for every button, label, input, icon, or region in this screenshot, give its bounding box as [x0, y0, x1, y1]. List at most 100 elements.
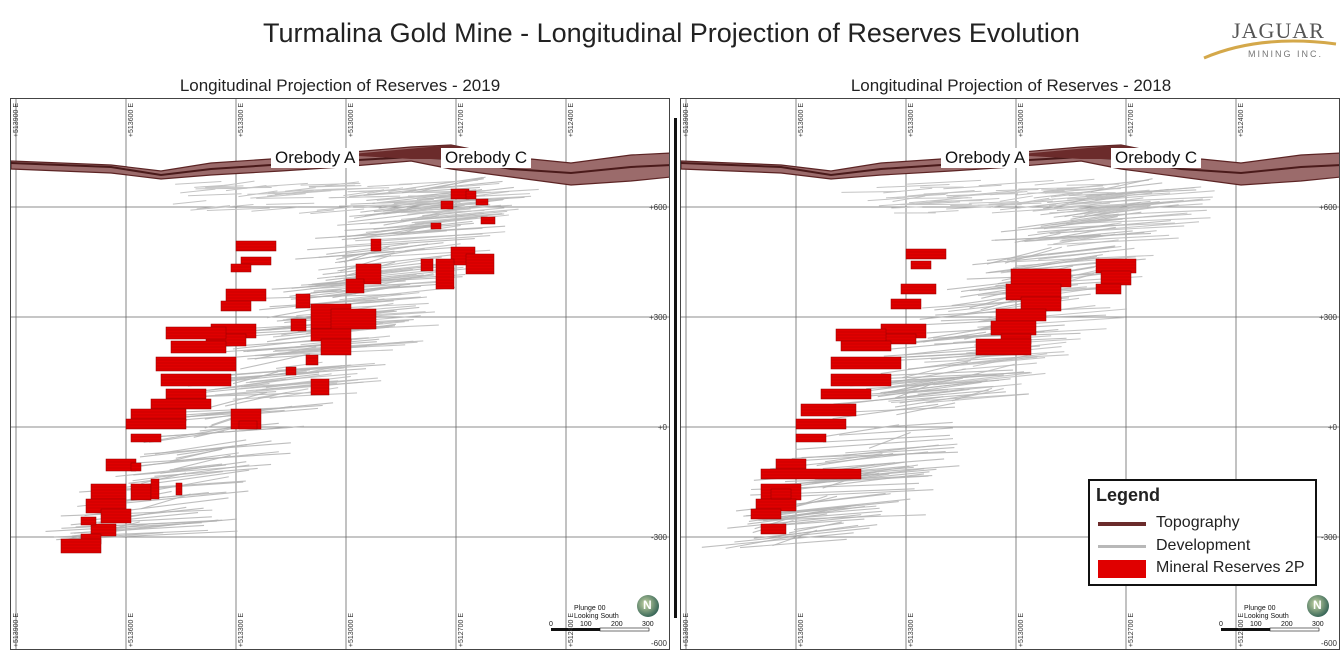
development-line [917, 383, 1022, 395]
development-line [795, 438, 954, 450]
development-line [1027, 192, 1086, 194]
reserve-block [240, 256, 272, 266]
development-line [232, 371, 279, 385]
development-line [267, 189, 315, 197]
development-line [1073, 206, 1148, 212]
development-line [249, 373, 320, 383]
development-line [294, 367, 345, 375]
elevation-label: +300 [1318, 313, 1337, 322]
development-line [778, 501, 899, 514]
development-line [358, 188, 417, 193]
development-line [1014, 256, 1136, 267]
development-line [61, 519, 223, 529]
legend-label: Development [1156, 537, 1251, 554]
development-line [816, 453, 894, 467]
development-line [1049, 201, 1102, 207]
reserve-block [760, 523, 787, 535]
easting-label: +513000 E [1018, 103, 1025, 138]
development-line [393, 224, 461, 236]
development-line [316, 206, 354, 211]
development-line [873, 369, 1014, 377]
reserves-box-icon [1098, 560, 1146, 578]
development-line [404, 243, 461, 252]
development-line [764, 507, 880, 519]
development-line [885, 371, 1025, 386]
development-line [815, 471, 930, 484]
scale-tick-label: 300 [1312, 621, 1324, 628]
development-line [777, 524, 859, 537]
development-line [232, 392, 358, 400]
easting-label: +513000 E [1018, 612, 1025, 647]
development-line [1011, 254, 1154, 263]
development-line [1105, 187, 1195, 196]
development-line [739, 538, 847, 549]
reserve-block [320, 338, 352, 356]
orebody-a-label: Orebody A [271, 148, 360, 168]
development-line [999, 203, 1057, 211]
development-line [332, 285, 400, 299]
development-line [823, 434, 950, 443]
easting-label: +512400 E [568, 103, 575, 138]
legend-item-development: Development [1098, 537, 1313, 557]
page-title: Turmalina Gold Mine - Longitudinal Proje… [263, 18, 1080, 48]
development-line [251, 206, 298, 212]
development-line [884, 377, 964, 394]
development-line [400, 210, 450, 214]
development-line [972, 363, 1015, 376]
projection-panel-2019: Orebody A Orebody C +513900 E +513900 E +5… [10, 98, 670, 650]
panel-title-2018: Longitudinal Projection of Reserves - 20… [850, 76, 1172, 95]
development-line [978, 179, 1054, 187]
development-line [1012, 254, 1103, 269]
elevation-label: -600 [1320, 639, 1337, 648]
development-line [306, 292, 420, 306]
panel-divider [674, 118, 677, 618]
legend-label: Mineral Reserves 2P [1156, 559, 1305, 576]
development-line [895, 394, 970, 408]
development-line [146, 425, 305, 438]
reserve-block [238, 420, 258, 430]
development-line [266, 182, 308, 187]
easting-label: +513900 E [683, 103, 690, 138]
development-line [206, 207, 270, 211]
development-line [1085, 189, 1150, 197]
development-line [1065, 202, 1111, 208]
development-line [266, 202, 315, 205]
development-line [870, 378, 955, 391]
development-line [1034, 178, 1095, 186]
development-line [995, 188, 1039, 192]
development-line [909, 197, 969, 204]
development-line [415, 176, 486, 193]
development-line [734, 527, 870, 543]
development-line [1090, 178, 1153, 193]
development-line [307, 238, 475, 251]
reserve-block [910, 260, 932, 270]
scale-plunge-label: Plunge 00 [574, 605, 606, 612]
development-line [169, 445, 234, 462]
development-line [336, 250, 377, 261]
development-line [256, 197, 314, 199]
elevation-label: -300 [1320, 533, 1337, 542]
development-line [1070, 213, 1192, 223]
development-line [822, 458, 945, 470]
development-line [188, 193, 242, 197]
elevation-label: +0 [1327, 423, 1337, 432]
reserve-block [480, 216, 496, 225]
scale-looking-label: Looking South [1244, 613, 1289, 620]
development-line [896, 193, 948, 198]
development-line [969, 296, 1010, 309]
development-line [999, 195, 1033, 202]
reserve-block [230, 263, 252, 273]
development-line [1000, 218, 1123, 233]
easting-label: +513900 E [683, 612, 690, 647]
development-line [172, 200, 207, 205]
reserve-block [795, 418, 847, 430]
development-line [904, 197, 973, 199]
development-line [839, 427, 953, 436]
development-line [801, 451, 958, 459]
development-line [1061, 230, 1157, 241]
reserve-block [820, 388, 872, 400]
easting-label: +513300 E [908, 612, 915, 647]
development-line [867, 197, 905, 202]
development-line [285, 190, 332, 195]
scale-tick-label: 100 [1250, 621, 1262, 628]
